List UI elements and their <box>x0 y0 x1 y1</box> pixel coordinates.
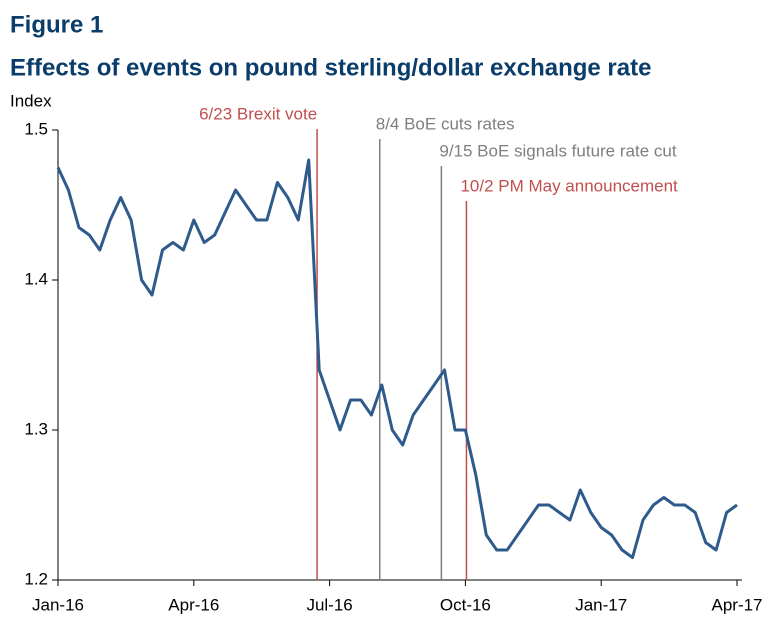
x-tick-label: Jan-17 <box>575 595 627 614</box>
event-label: 9/15 BoE signals future rate cut <box>439 141 676 160</box>
data-line <box>56 158 738 559</box>
y-axis-label: Index <box>10 91 52 110</box>
y-tick-label: 1.2 <box>24 569 48 588</box>
x-tick-label: Jan-16 <box>32 595 84 614</box>
event-label: 8/4 BoE cuts rates <box>376 114 515 133</box>
y-tick-label: 1.3 <box>24 419 48 438</box>
chart-subtitle: Effects of events on pound sterling/doll… <box>10 54 651 81</box>
x-tick-label: Oct-16 <box>440 595 491 614</box>
x-tick-label: Apr-16 <box>168 595 219 614</box>
chart-title: Figure 1 <box>10 11 103 38</box>
event-label: 6/23 Brexit vote <box>199 104 317 123</box>
x-tick-label: Jul-16 <box>306 595 352 614</box>
event-label: 10/2 PM May announcement <box>460 176 678 195</box>
x-tick-label: Apr-17 <box>711 595 762 614</box>
y-tick-label: 1.5 <box>24 119 48 138</box>
y-tick-label: 1.4 <box>24 269 48 288</box>
